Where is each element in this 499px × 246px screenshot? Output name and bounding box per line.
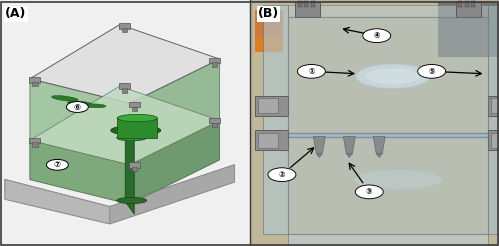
Ellipse shape: [117, 114, 157, 122]
Bar: [119, 83, 130, 89]
Polygon shape: [130, 121, 220, 204]
Bar: [288, 234, 488, 246]
Bar: [253, 2, 498, 244]
Polygon shape: [30, 140, 130, 204]
Polygon shape: [5, 180, 110, 224]
Polygon shape: [110, 165, 235, 224]
Bar: [438, 2, 498, 57]
Bar: [29, 77, 40, 83]
Polygon shape: [117, 118, 157, 138]
Bar: [458, 1, 462, 7]
Bar: [491, 98, 499, 113]
Bar: [209, 58, 220, 63]
Ellipse shape: [84, 104, 106, 108]
Bar: [298, 1, 302, 7]
Text: (B): (B): [258, 7, 279, 20]
Circle shape: [268, 168, 296, 182]
Bar: [209, 118, 220, 123]
Bar: [488, 130, 499, 150]
Circle shape: [66, 102, 88, 112]
Bar: [122, 28, 128, 32]
Text: ⑤: ⑤: [428, 67, 435, 76]
Text: ④: ④: [373, 31, 380, 40]
Bar: [132, 107, 137, 111]
Polygon shape: [30, 25, 220, 103]
Bar: [263, 5, 288, 234]
Text: ②: ②: [278, 170, 285, 179]
Ellipse shape: [67, 101, 92, 106]
Bar: [255, 96, 288, 116]
Bar: [465, 1, 469, 7]
Bar: [255, 130, 288, 150]
Circle shape: [355, 185, 383, 199]
Polygon shape: [343, 137, 355, 154]
Bar: [29, 138, 40, 143]
Bar: [295, 2, 320, 17]
Bar: [288, 17, 488, 234]
Bar: [288, 17, 488, 234]
Ellipse shape: [117, 197, 147, 204]
Polygon shape: [130, 59, 220, 204]
Polygon shape: [376, 154, 382, 157]
Bar: [0, 0, 250, 246]
Bar: [456, 2, 481, 17]
Bar: [258, 98, 278, 113]
Text: ⑥: ⑥: [74, 103, 81, 111]
Bar: [491, 133, 499, 148]
Bar: [488, 96, 499, 116]
Bar: [129, 162, 140, 168]
Polygon shape: [316, 154, 322, 157]
Text: ①: ①: [308, 67, 315, 76]
Bar: [119, 23, 130, 29]
Text: ⑦: ⑦: [54, 160, 61, 169]
Polygon shape: [5, 165, 235, 219]
Bar: [304, 1, 308, 7]
Bar: [288, 5, 488, 17]
Bar: [32, 82, 37, 86]
Polygon shape: [373, 137, 385, 154]
Text: (A): (A): [5, 7, 26, 20]
Bar: [32, 142, 37, 147]
Bar: [132, 167, 137, 171]
Bar: [212, 123, 218, 127]
Bar: [122, 88, 128, 92]
Circle shape: [363, 29, 391, 43]
Polygon shape: [30, 86, 220, 165]
Bar: [258, 133, 278, 148]
Circle shape: [297, 64, 325, 78]
Polygon shape: [313, 137, 325, 154]
Polygon shape: [125, 133, 134, 214]
Polygon shape: [5, 165, 235, 224]
Ellipse shape: [117, 135, 147, 141]
Polygon shape: [346, 154, 352, 157]
Text: ③: ③: [366, 187, 373, 196]
Polygon shape: [30, 79, 130, 204]
Bar: [129, 102, 140, 107]
Bar: [255, 10, 283, 52]
Bar: [212, 62, 218, 67]
Bar: [488, 5, 499, 234]
Ellipse shape: [111, 125, 161, 135]
Ellipse shape: [355, 64, 430, 89]
Circle shape: [46, 159, 68, 170]
Bar: [471, 1, 475, 7]
Bar: [250, 0, 499, 246]
Ellipse shape: [365, 68, 420, 85]
Bar: [311, 1, 315, 7]
Ellipse shape: [353, 170, 443, 189]
Circle shape: [418, 64, 446, 78]
Bar: [288, 133, 488, 137]
Ellipse shape: [51, 96, 78, 101]
Bar: [255, 37, 283, 52]
